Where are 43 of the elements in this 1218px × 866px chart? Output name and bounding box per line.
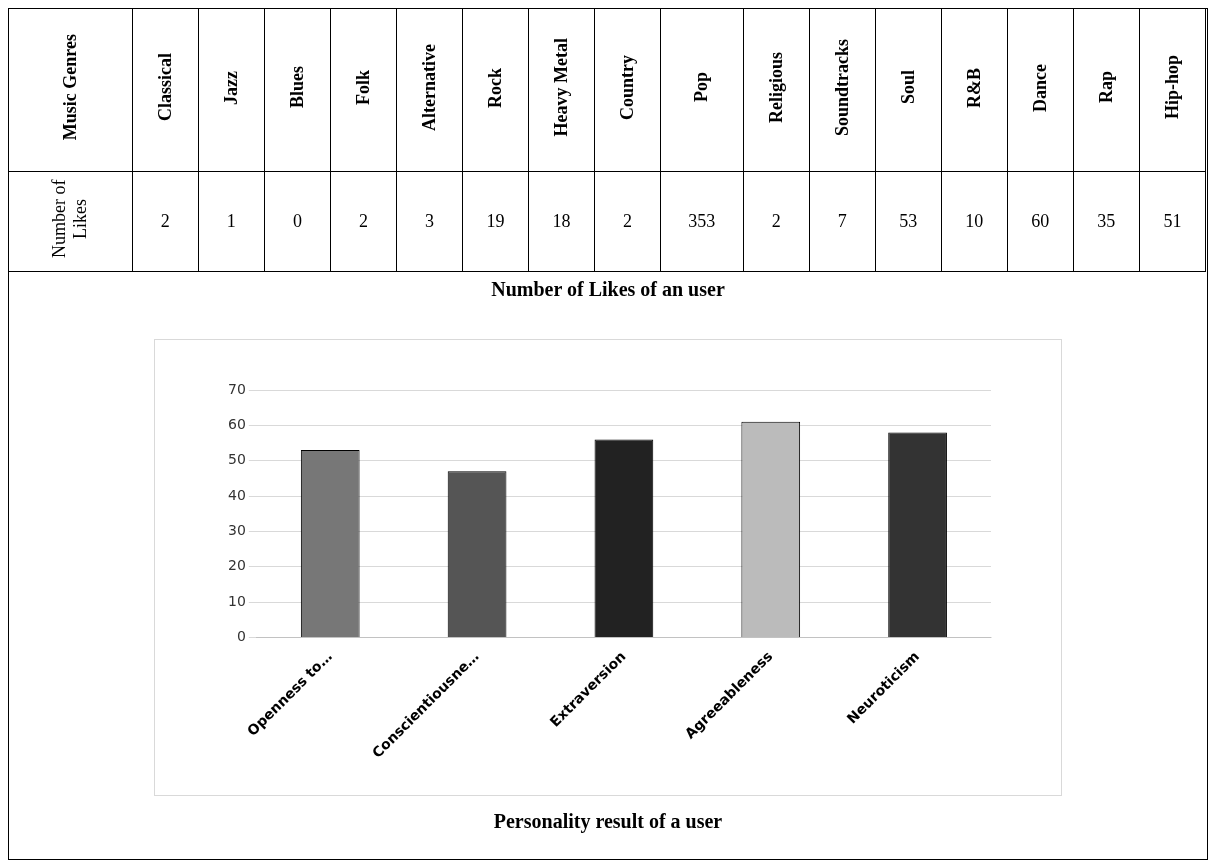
data-label: 53 — [875, 171, 942, 272]
y-tick-label: 20 — [227, 557, 246, 574]
data-label: 19 — [462, 171, 529, 272]
category-label: Classical — [154, 53, 176, 122]
data-label: 10 — [941, 171, 1008, 272]
category-label: Soul — [897, 70, 919, 105]
y-tick-label: 40 — [227, 486, 246, 503]
category-label: Dance — [1029, 63, 1051, 112]
data-label: 1 — [198, 171, 265, 272]
data-label: 353 — [660, 171, 744, 272]
data-label: 18 — [528, 171, 595, 272]
category-label: Country — [617, 54, 639, 120]
category-label: Heavy Metal — [551, 38, 572, 137]
category-label: Jazz — [220, 70, 242, 105]
category-label: Rock — [484, 67, 506, 108]
data-label: 7 — [809, 171, 876, 272]
data-label: 2 — [330, 171, 397, 272]
y-tick-label: 60 — [227, 416, 246, 433]
data-label: 2 — [132, 171, 199, 272]
data-label: 3 — [396, 171, 463, 272]
category-label: Folk — [352, 69, 374, 105]
category-label: Pop — [691, 72, 713, 103]
y-tick-label: 0 — [236, 628, 246, 645]
y-tick-label: 70 — [227, 380, 246, 397]
data-label: 35 — [1073, 171, 1140, 272]
category-label: Hip-hop — [1161, 55, 1183, 120]
text: Number of Likes of an user — [490, 278, 726, 301]
data-label: 60 — [1007, 171, 1074, 272]
category-label: R&B — [963, 67, 985, 108]
category-label: Soundtracks — [831, 38, 853, 137]
text: Number of Likes — [49, 178, 92, 261]
data-label: 2 — [594, 171, 661, 272]
y-tick-label: 50 — [227, 451, 246, 468]
text: Music Genres — [59, 34, 81, 141]
text: Personality result of a user — [492, 810, 724, 833]
data-label: 2 — [743, 171, 810, 272]
y-tick-label: 10 — [227, 592, 246, 609]
category-label: Religious — [765, 51, 787, 123]
category-label: Alternative — [418, 44, 440, 131]
data-label: 51 — [1139, 171, 1206, 272]
y-tick-label: 30 — [227, 522, 246, 539]
category-label: Blues — [286, 66, 308, 109]
category-label: Rap — [1095, 71, 1117, 104]
